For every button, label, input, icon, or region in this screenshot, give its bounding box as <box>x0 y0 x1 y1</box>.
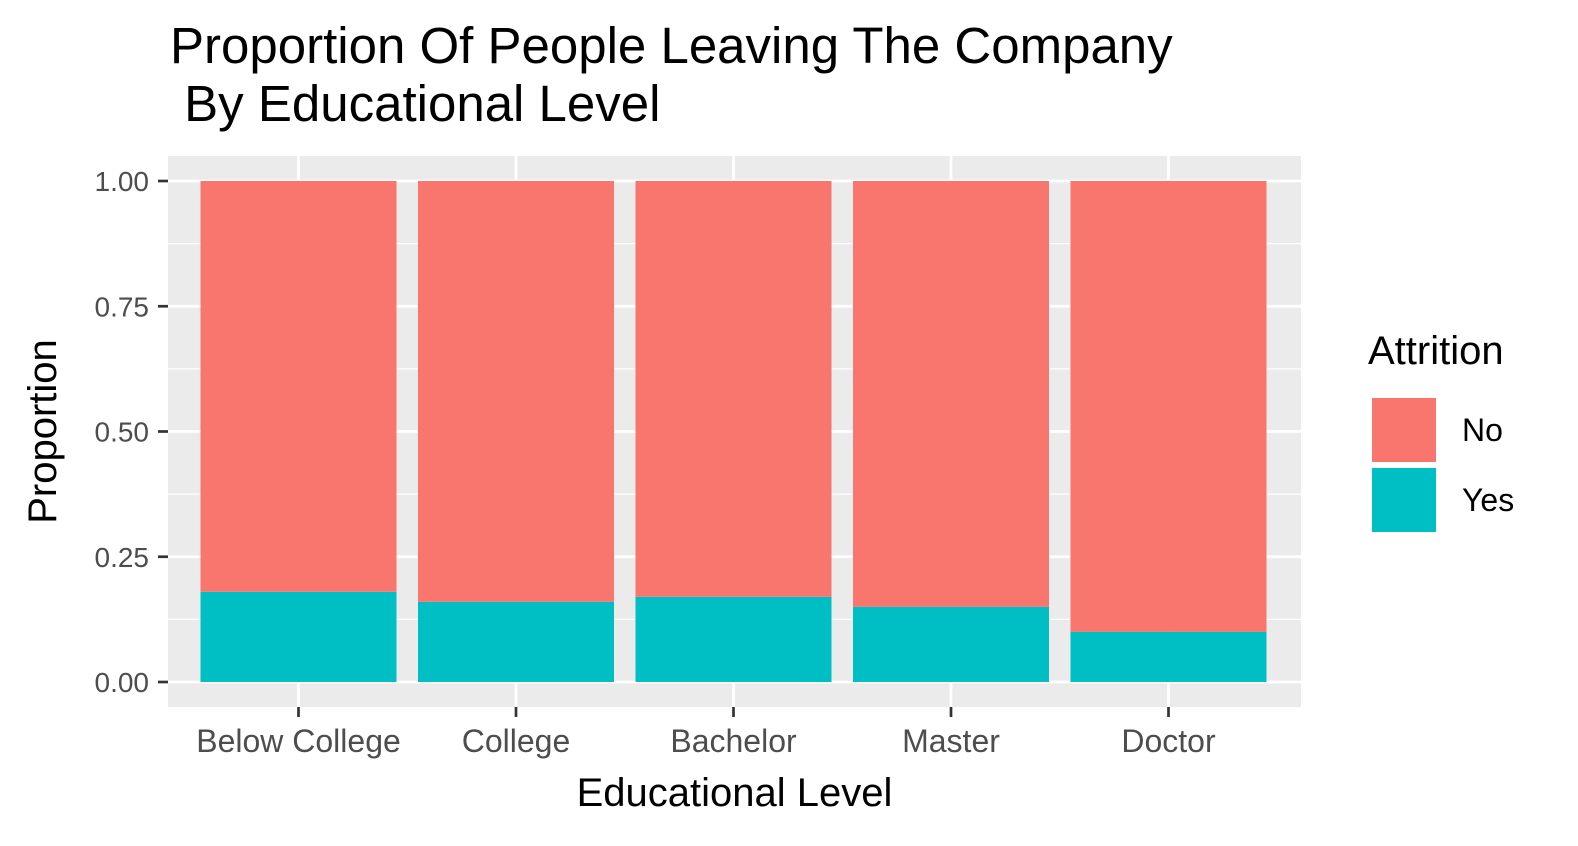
x-tick-label: Bachelor <box>670 723 797 759</box>
bar-yes-bachelor <box>635 596 832 682</box>
chart-title-line-1: Proportion Of People Leaving The Company <box>170 17 1173 74</box>
legend-label-yes: Yes <box>1462 482 1514 518</box>
y-tick-label: 1.00 <box>95 166 150 197</box>
x-tick-label: Below College <box>196 723 401 759</box>
legend: Attrition No Yes <box>1368 329 1514 534</box>
y-axis-title: Proportion <box>21 339 65 524</box>
y-tick-label: 0.50 <box>95 417 150 448</box>
legend-title: Attrition <box>1368 329 1504 373</box>
bar-no-bachelor <box>635 181 832 597</box>
x-axis: Below College College Bachelor Master Doctor <box>196 707 1216 759</box>
bar-yes-doctor <box>1070 631 1267 682</box>
x-tick-label: College <box>462 723 571 759</box>
y-tick-label: 0.75 <box>95 291 150 322</box>
bar-yes-master <box>853 606 1049 682</box>
chart-title-line-2: By Educational Level <box>170 75 661 132</box>
bars-group <box>200 181 1267 682</box>
bar-no-master <box>853 181 1049 607</box>
x-axis-title: Educational Level <box>577 771 893 815</box>
bar-no-college <box>418 181 614 602</box>
y-tick-label: 0.00 <box>95 667 150 698</box>
bar-no-below-college <box>200 181 397 592</box>
legend-key-no <box>1370 396 1438 464</box>
x-tick-label: Doctor <box>1121 723 1216 759</box>
x-tick-label: Master <box>902 723 1000 759</box>
legend-key-yes <box>1370 466 1438 534</box>
bar-yes-college <box>418 601 614 682</box>
y-tick-label: 0.25 <box>95 542 150 573</box>
y-axis: 0.00 0.25 0.50 0.75 1.00 <box>95 166 168 698</box>
bar-no-doctor <box>1070 181 1267 632</box>
bar-yes-below-college <box>200 591 397 682</box>
legend-label-no: No <box>1462 412 1503 448</box>
